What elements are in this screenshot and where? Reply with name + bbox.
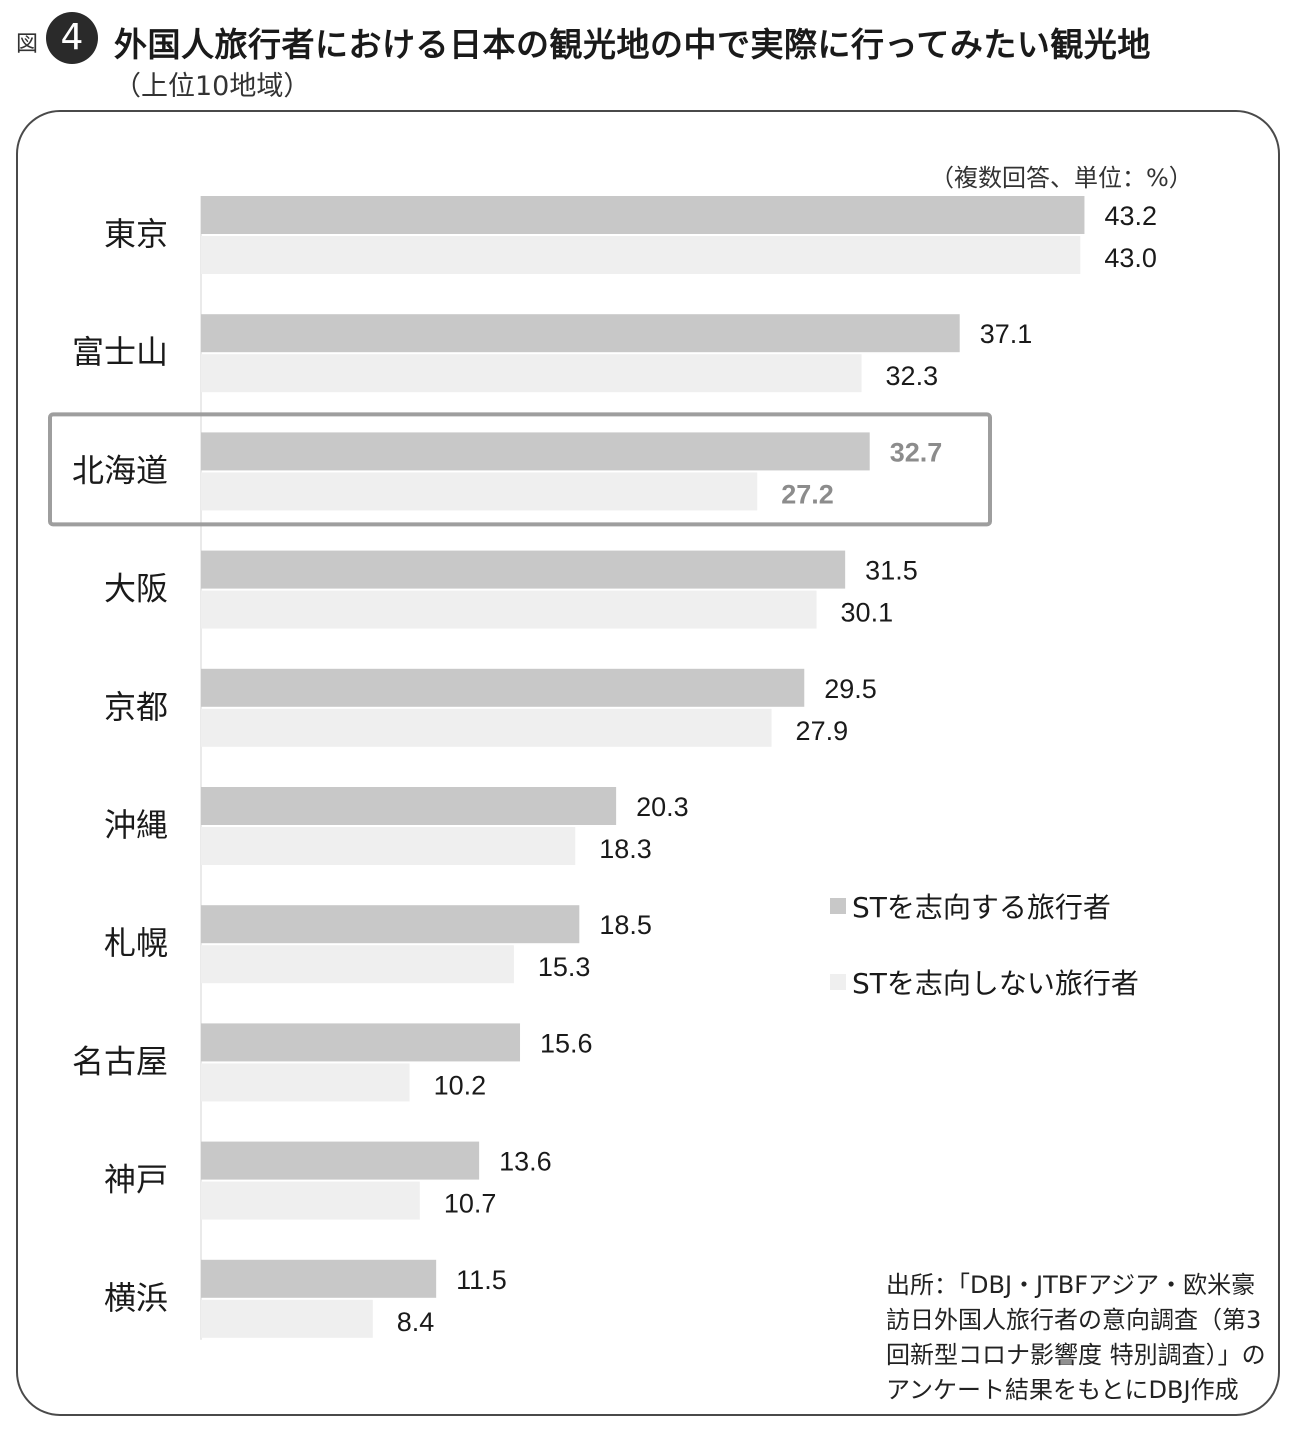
category-label-sapporo: 札幌 [104,924,168,962]
value-label-st-oriented-fuji: 37.1 [980,319,1033,349]
bar-non-st-oriented-tokyo [201,236,1081,274]
value-label-st-oriented-okinawa: 20.3 [636,792,689,822]
bar-non-st-oriented-fuji [201,354,862,393]
value-label-non-st-oriented-kobe: 10.7 [444,1189,497,1219]
legend-item-non-st-oriented: STを志向しない旅行者 [830,962,1139,1002]
category-label-yokohama: 横浜 [104,1279,168,1317]
value-label-st-oriented-kyoto: 29.5 [824,674,877,704]
unit-note: （複数回答、単位：%） [930,164,1193,192]
value-label-non-st-oriented-sapporo: 15.3 [538,952,591,982]
value-label-non-st-oriented-yokohama: 8.4 [397,1307,435,1337]
category-label-kobe: 神戸 [104,1161,168,1199]
bar-st-oriented-kyoto [201,668,805,707]
category-label-osaka: 大阪 [104,570,168,608]
legend-item-st-oriented: STを志向する旅行者 [830,886,1111,926]
value-label-non-st-oriented-okinawa: 18.3 [599,834,652,864]
bar-st-oriented-tokyo [201,196,1085,234]
bar-st-oriented-fuji [201,314,960,353]
value-label-st-oriented-kobe: 13.6 [499,1147,552,1177]
chart-subtitle: （上位10地域） [114,71,311,102]
value-label-non-st-oriented-osaka: 30.1 [841,598,894,628]
category-label-fuji: 富士山 [72,333,168,371]
value-label-st-oriented-tokyo: 43.2 [1104,201,1157,231]
legend-swatch-st-oriented [830,898,846,914]
bar-st-oriented-nagoya [201,1023,521,1062]
bar-st-oriented-osaka [201,550,846,589]
highlight-box-hokkaido [48,412,992,527]
category-label-tokyo: 東京 [104,215,168,253]
bar-non-st-oriented-yokohama [201,1299,373,1338]
category-label-kyoto: 京都 [104,688,168,726]
figure-prefix: 図 [16,32,39,57]
bar-non-st-oriented-osaka [201,590,817,629]
value-label-non-st-oriented-fuji: 32.3 [886,361,939,391]
legend-label-st-oriented: STを志向する旅行者 [852,891,1111,924]
chart-title: 外国人旅行者における日本の観光地の中で実際に行ってみたい観光地 [114,25,1151,64]
bar-non-st-oriented-kyoto [201,708,772,747]
value-label-non-st-oriented-nagoya: 10.2 [434,1070,487,1100]
bar-non-st-oriented-hokkaido [201,472,758,511]
legend-label-non-st-oriented: STを志向しない旅行者 [852,967,1139,1000]
bar-non-st-oriented-nagoya [201,1063,410,1102]
bar-st-oriented-hokkaido [201,432,870,471]
category-label-hokkaido: 北海道 [72,451,168,489]
value-label-st-oriented-yokohama: 11.5 [456,1265,507,1295]
legend-swatch-non-st-oriented [830,974,846,990]
value-label-st-oriented-sapporo: 18.5 [599,910,652,940]
bar-non-st-oriented-kobe [201,1181,420,1220]
bar-st-oriented-yokohama [201,1259,437,1298]
bar-non-st-oriented-okinawa [201,827,576,865]
category-label-okinawa: 沖縄 [104,806,168,844]
source-note: 出所：「DBJ・JTBFアジア・欧米豪訪日外国人旅行者の意向調査（第3回新型コロ… [886,1271,1266,1404]
bar-non-st-oriented-sapporo [201,945,514,984]
value-label-non-st-oriented-hokkaido: 27.2 [781,479,834,509]
value-label-st-oriented-osaka: 31.5 [865,556,918,586]
bar-st-oriented-sapporo [201,905,580,944]
bar-st-oriented-okinawa [201,787,617,825]
chart-frame [16,110,1280,1416]
category-label-nagoya: 名古屋 [72,1042,168,1080]
value-label-st-oriented-hokkaido: 32.7 [890,437,943,467]
bar-st-oriented-kobe [201,1141,480,1180]
value-label-non-st-oriented-kyoto: 27.9 [796,716,849,746]
figure-number-badge: 4 [46,12,98,64]
value-label-non-st-oriented-tokyo: 43.0 [1104,243,1157,273]
value-label-st-oriented-nagoya: 15.6 [540,1028,593,1058]
